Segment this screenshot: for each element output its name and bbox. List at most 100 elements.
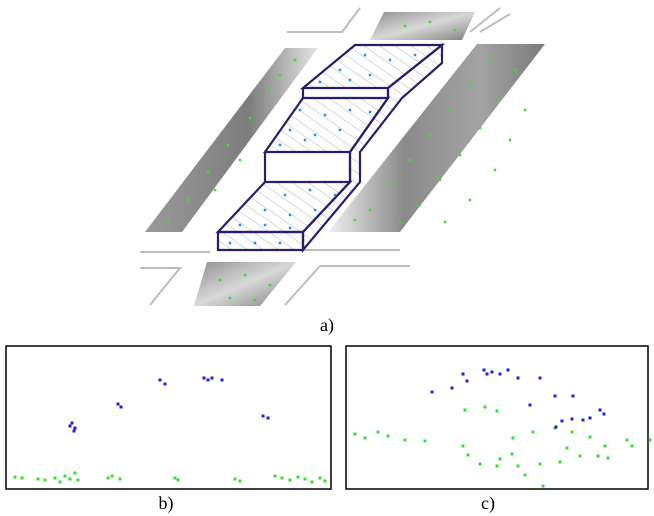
caption-a: a): [320, 315, 334, 336]
panel-c-points: [353, 368, 652, 488]
building-sample-point: [338, 68, 342, 72]
building-front-face: [216, 230, 305, 252]
roof-point: [554, 425, 558, 429]
ground-sample-point: [368, 208, 372, 212]
ground-sample-point: [513, 68, 517, 72]
ground-point: [353, 432, 357, 436]
building-sample-point: [238, 223, 242, 227]
ground-point: [310, 480, 314, 484]
ground-point: [463, 408, 467, 412]
panel-b: b): [5, 345, 332, 514]
roof-point: [202, 376, 206, 380]
ground-point: [466, 453, 470, 457]
ground-sample-point: [428, 20, 432, 24]
ground-point: [110, 474, 114, 478]
roof-point: [430, 390, 434, 394]
ground-point: [578, 454, 582, 458]
ground-point: [118, 477, 122, 481]
building-sample-point: [413, 53, 417, 57]
roof-point: [516, 376, 520, 380]
ground-sample-point: [523, 108, 527, 112]
ground-point: [541, 484, 545, 488]
ground-plate-left: [145, 48, 318, 232]
ground-sample-point: [488, 58, 492, 62]
ground-point: [386, 434, 390, 438]
ground-point: [238, 479, 242, 483]
roof-point: [465, 379, 469, 383]
roof-point: [602, 412, 606, 416]
building-sample-point: [308, 188, 312, 192]
roof-point: [553, 394, 557, 398]
ground-point: [596, 454, 600, 458]
ground-point: [495, 464, 499, 468]
ground-point: [625, 438, 629, 442]
panel-b-frame: [5, 345, 332, 490]
building-sample-point: [368, 110, 372, 114]
ground-point: [363, 436, 367, 440]
ground-point: [403, 438, 407, 442]
ground-sample-point: [508, 138, 512, 142]
roof-point: [73, 426, 77, 430]
ground-point: [76, 478, 80, 482]
ground-sample-point: [213, 188, 217, 192]
ground-sample-point: [438, 178, 442, 182]
ground-sample-point: [278, 73, 282, 77]
roof-point: [485, 372, 489, 376]
roof-point: [482, 368, 486, 372]
ground-sample-point: [166, 220, 170, 224]
building-sample-point: [288, 128, 292, 132]
building-sample-point: [348, 108, 352, 112]
building-sample-point: [313, 208, 317, 212]
ground-sample-point: [268, 283, 272, 287]
ground-point: [498, 457, 502, 461]
ground-point: [538, 462, 542, 466]
ground-sample-point: [253, 298, 257, 302]
ground-sample-point: [268, 88, 272, 92]
ground-point: [511, 436, 515, 440]
ground-point: [603, 444, 607, 448]
ground-point: [233, 477, 237, 481]
building-sample-point: [228, 241, 232, 245]
roof-point: [116, 402, 120, 406]
ground-point: [53, 476, 57, 480]
ground-point: [376, 430, 380, 434]
ground-point: [36, 477, 40, 481]
ground-sample-point: [468, 198, 472, 202]
ground-sample-point: [186, 198, 190, 202]
roof-point: [266, 416, 270, 420]
caption-b: b): [159, 493, 174, 514]
ground-point: [58, 480, 62, 484]
ground-sample-point: [398, 220, 402, 224]
ground-sample-point: [493, 168, 497, 172]
building-sample-point: [318, 80, 322, 84]
ground-point: [73, 471, 77, 475]
roof-point: [68, 424, 72, 428]
roof-point: [498, 372, 502, 376]
ground-point: [296, 475, 300, 479]
ground-point: [565, 446, 569, 450]
ground-sample-point: [226, 143, 230, 147]
roof-point: [581, 418, 585, 422]
building-sample-point: [278, 241, 282, 245]
building-sample-point: [303, 138, 307, 142]
ground-point: [43, 478, 47, 482]
building-sample-point: [338, 128, 342, 132]
ground-point: [516, 464, 520, 468]
ground-point: [570, 430, 574, 434]
ground-sample-point: [468, 83, 472, 87]
ground-point: [630, 444, 634, 448]
building-sample-point: [333, 193, 337, 197]
ground-sample-point: [428, 133, 432, 137]
ground-point: [323, 479, 327, 483]
ground-sample-point: [218, 278, 222, 282]
building-sample-point: [283, 193, 287, 197]
ground-point: [478, 462, 482, 466]
roof-point: [210, 376, 214, 380]
ground-sample-point: [418, 203, 422, 207]
roof-point: [538, 376, 542, 380]
road-lines: [140, 7, 511, 306]
building-sample-point: [323, 113, 327, 117]
roof-point: [588, 416, 592, 420]
roof-point: [158, 378, 162, 382]
building-sample-point: [263, 208, 267, 212]
